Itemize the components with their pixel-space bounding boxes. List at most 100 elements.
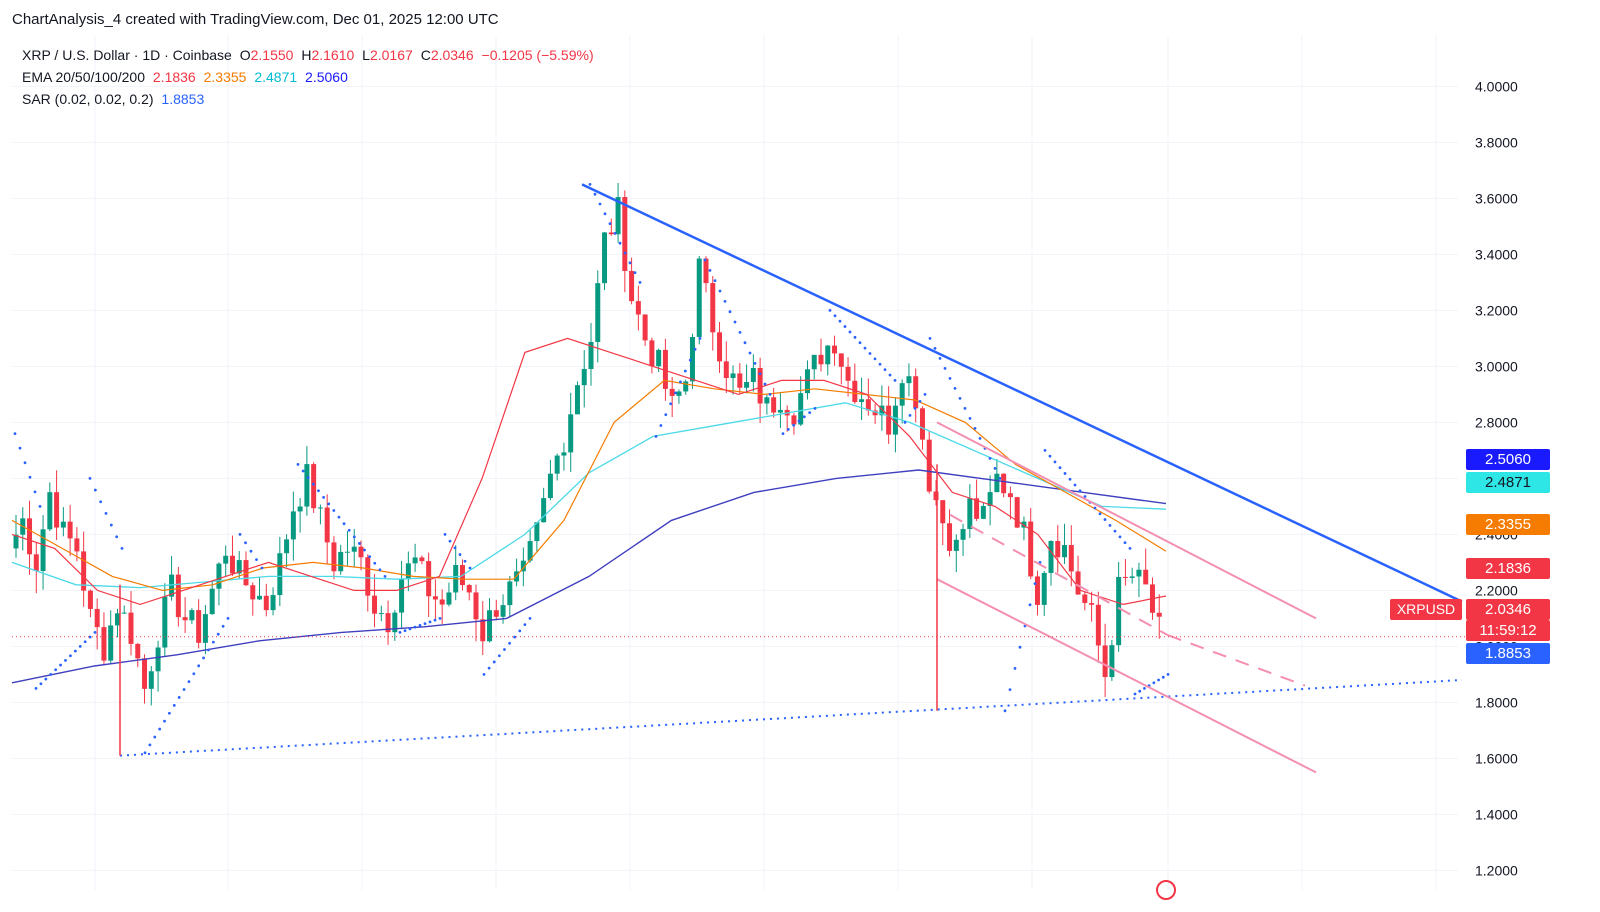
candle-body xyxy=(676,391,682,396)
candle-body xyxy=(595,283,601,342)
candle-body xyxy=(730,373,736,379)
candle-body xyxy=(859,399,865,403)
sar-dot xyxy=(953,387,957,390)
sar-dot xyxy=(792,423,796,427)
sar-dot xyxy=(93,631,97,634)
sar-dot xyxy=(833,314,837,318)
candle-body xyxy=(777,409,783,413)
sar-dot xyxy=(598,202,602,206)
sar-dot xyxy=(13,432,17,435)
y-tick-label-6: 2.8000 xyxy=(1475,414,1518,430)
candle-body xyxy=(1129,576,1135,578)
sar-dot xyxy=(358,542,361,545)
candle-body xyxy=(750,367,756,383)
sar-dot xyxy=(88,635,92,639)
sar-dot xyxy=(703,258,707,262)
candle-body xyxy=(744,382,750,388)
candle-body xyxy=(696,258,702,337)
candle-body xyxy=(419,557,425,562)
candle-body xyxy=(872,410,878,416)
sar-dot xyxy=(34,687,38,690)
candle-body xyxy=(689,336,695,382)
candle-body xyxy=(906,376,912,384)
candle-body xyxy=(980,505,986,519)
candle-body xyxy=(1041,572,1047,605)
candle-body xyxy=(737,373,743,388)
countdown-tag: 11:59:12 xyxy=(1466,620,1550,641)
candle-body xyxy=(229,555,235,574)
candle-body xyxy=(338,551,344,572)
sar-dot xyxy=(187,680,191,684)
sar-dot xyxy=(873,357,877,361)
sar-dot xyxy=(1143,687,1146,690)
ema-row[interactable]: EMA 20/50/100/200 2.1836 2.3355 2.4871 2… xyxy=(22,66,598,88)
candle-body xyxy=(520,560,526,572)
sar-dot xyxy=(528,617,532,620)
sar-dot xyxy=(1003,709,1007,713)
sar-dot xyxy=(998,477,1002,480)
candle-body xyxy=(1034,576,1040,605)
symbol-label[interactable]: XRP / U.S. Dollar · 1D · Coinbase xyxy=(22,47,232,63)
sar-row[interactable]: SAR (0.02, 0.02, 0.2) 1.8853 xyxy=(22,88,598,110)
candle-body xyxy=(236,560,242,574)
y-tick-label-5: 3.0000 xyxy=(1475,358,1518,374)
chart-title: ChartAnalysis_4 created with TradingView… xyxy=(12,11,499,28)
sar-dot xyxy=(238,533,242,536)
candle-body xyxy=(764,397,770,404)
y-tick-label-2: 3.6000 xyxy=(1475,190,1518,206)
candle-body xyxy=(290,511,296,540)
sar-dot xyxy=(301,469,305,473)
candle-body xyxy=(994,473,1000,493)
sar-dot xyxy=(93,488,97,492)
sar-dot xyxy=(153,735,157,739)
candle-body xyxy=(60,521,66,528)
sar-dot xyxy=(1103,518,1107,521)
sar-dot xyxy=(1053,460,1057,464)
candle-body xyxy=(432,596,438,600)
channel-upper-line xyxy=(936,421,1317,620)
sar-dot xyxy=(679,380,682,384)
sar-dot xyxy=(1058,466,1062,470)
candle-body xyxy=(1068,545,1074,572)
sar-dot xyxy=(743,341,747,345)
sar-dot xyxy=(1083,495,1087,498)
sar-dot xyxy=(913,407,917,410)
candle-body xyxy=(1075,571,1081,595)
candle-body xyxy=(649,340,655,367)
sar-dot xyxy=(352,535,356,539)
candle-body xyxy=(865,399,871,411)
candle-body xyxy=(527,541,533,561)
sar-dot xyxy=(508,641,511,645)
sar-dot xyxy=(1078,489,1082,493)
candle-body xyxy=(500,605,506,617)
ema20-line xyxy=(11,337,1167,606)
sar-dot xyxy=(115,535,119,539)
candle-body xyxy=(1116,576,1122,646)
candle-body xyxy=(250,585,256,600)
candle-body xyxy=(581,368,587,386)
candle-body xyxy=(1089,603,1095,605)
sar-dot xyxy=(797,419,801,423)
candle-body xyxy=(947,523,953,551)
sar-dot xyxy=(918,400,922,403)
candle-body xyxy=(331,542,337,572)
low-value: 2.0167 xyxy=(369,47,413,63)
sar-dot xyxy=(843,325,847,328)
sar-dot xyxy=(1166,673,1170,676)
sar-dot xyxy=(463,559,467,563)
candle-body xyxy=(162,596,168,648)
sar-dot xyxy=(808,411,812,414)
candle-body xyxy=(142,658,148,689)
candle-body xyxy=(405,563,411,580)
candle-body xyxy=(426,561,432,597)
sar-dot xyxy=(413,625,417,629)
candle-body xyxy=(811,354,817,370)
sar-dot xyxy=(893,379,897,382)
sar-dot xyxy=(221,624,225,628)
sar-dot xyxy=(202,656,205,660)
candle-body xyxy=(642,314,648,341)
candle-body xyxy=(439,599,445,605)
sar-dot xyxy=(693,347,697,351)
sar-dot xyxy=(618,241,622,245)
